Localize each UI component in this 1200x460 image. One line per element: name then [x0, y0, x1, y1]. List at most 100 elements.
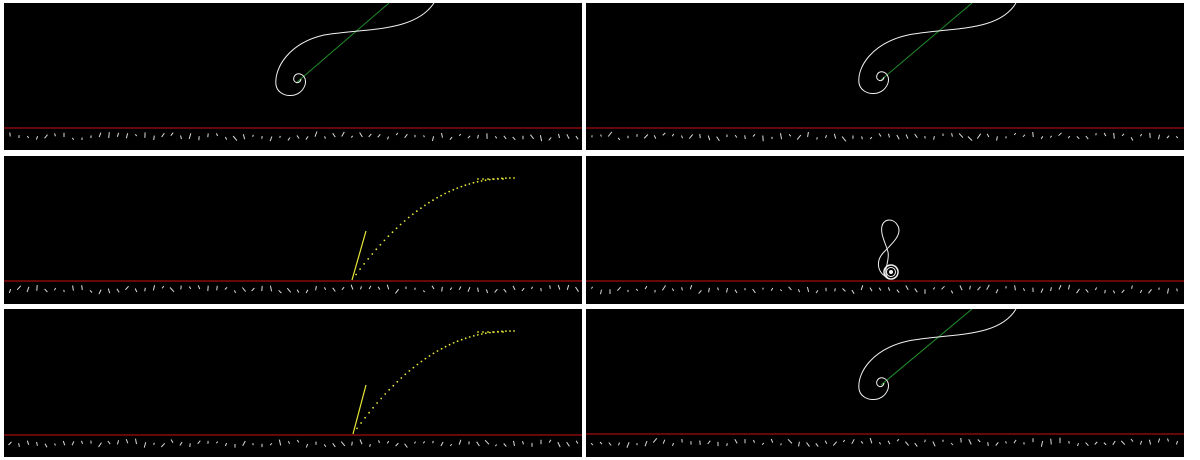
- ground-mark: [160, 442, 166, 448]
- ground-mark: [197, 440, 201, 445]
- trajectory-dot: [513, 177, 515, 179]
- trajectory-dot: [505, 177, 507, 179]
- panel-spiral-bottom-right: [586, 309, 1184, 457]
- ground-mark: [1085, 288, 1089, 293]
- ground-mark: [1068, 284, 1070, 290]
- trajectory-dot: [379, 243, 382, 246]
- trajectory-dot: [482, 178, 484, 180]
- ground-mark: [350, 135, 354, 138]
- ground-mark: [787, 438, 793, 444]
- ground-mark: [116, 132, 120, 137]
- trajectory-dot: [432, 199, 434, 202]
- ground-mark: [314, 131, 318, 137]
- trajectory-dot: [480, 333, 483, 335]
- ground-mark: [689, 284, 693, 290]
- ground-mark: [286, 287, 292, 293]
- ground-mark: [169, 287, 175, 293]
- ground-mark: [671, 133, 675, 137]
- ground-mark: [986, 133, 990, 138]
- ground-mark: [806, 442, 810, 447]
- trajectory-dot: [477, 178, 479, 180]
- ground-mark: [842, 288, 846, 292]
- ground-mark: [681, 287, 683, 291]
- ground-mark: [815, 443, 819, 447]
- trajectory-dot: [399, 223, 402, 226]
- ground-mark: [905, 441, 909, 446]
- ground-mark: [716, 136, 720, 142]
- ground-mark: [341, 131, 345, 137]
- ground-mark: [26, 440, 30, 445]
- ground-mark: [1158, 134, 1160, 140]
- spiral-scene: [586, 3, 1184, 142]
- ground-mark: [1104, 289, 1106, 294]
- ground-mark: [1130, 438, 1134, 442]
- ground-mark: [134, 288, 138, 293]
- ground-mark: [1076, 288, 1080, 294]
- trajectory-dot: [488, 178, 491, 181]
- ground-mark: [807, 131, 809, 137]
- ground-mark: [662, 132, 666, 136]
- trajectory-dot: [424, 204, 426, 207]
- ground-mark: [251, 287, 255, 292]
- ground-mark: [1058, 132, 1062, 137]
- ground-mark: [395, 288, 399, 294]
- ground-mark: [269, 442, 273, 446]
- trajectory-dot: [476, 334, 479, 336]
- ground-mark: [44, 443, 48, 448]
- coil-ring: [883, 264, 899, 280]
- ground-mark: [1158, 287, 1160, 291]
- ground-mark: [600, 134, 602, 137]
- ground-mark: [1040, 440, 1044, 447]
- trajectory-dot: [472, 335, 475, 337]
- ground-mark: [81, 440, 83, 444]
- ground-mark: [734, 438, 738, 444]
- ground-mark: [798, 441, 800, 447]
- ground-mark: [617, 286, 621, 292]
- trajectory-dot: [432, 352, 435, 355]
- ground-mark: [851, 289, 855, 294]
- ground-mark: [332, 132, 336, 138]
- guide-line: [880, 309, 973, 386]
- ground-mark: [905, 134, 909, 139]
- trajectory-dot: [428, 355, 431, 357]
- trajectory-dot: [444, 192, 446, 195]
- ground-mark: [495, 444, 497, 447]
- trajectory-dot: [468, 183, 471, 185]
- ground-mark: [1005, 441, 1007, 444]
- ground-mark: [170, 132, 174, 137]
- ground-mark: [688, 134, 694, 139]
- trajectory-dot: [460, 338, 463, 341]
- ground-mark: [369, 443, 371, 448]
- ground-mark: [179, 441, 183, 446]
- ground-mark: [188, 286, 192, 290]
- trajectory-dot: [360, 422, 362, 424]
- ground-mark: [215, 133, 219, 137]
- ground-mark: [558, 133, 560, 139]
- ground-mark: [1022, 134, 1026, 138]
- ground-mark: [252, 443, 254, 446]
- ground-mark: [878, 287, 882, 291]
- ground-mark: [98, 442, 102, 448]
- ground-mark: [1103, 132, 1107, 137]
- ground-mark: [590, 286, 594, 289]
- ground-mark: [762, 287, 764, 290]
- ground-marks: [590, 437, 1179, 448]
- ground-mark: [878, 441, 882, 445]
- ground-mark: [1148, 289, 1152, 294]
- ground-mark: [1085, 442, 1089, 447]
- ground-mark: [341, 286, 345, 291]
- ground-mark: [116, 440, 120, 445]
- trajectory-dot: [420, 360, 423, 363]
- ground-mark: [125, 439, 129, 444]
- ground-mark: [699, 134, 701, 139]
- ground-mark: [869, 136, 873, 140]
- trajectory-dot: [436, 350, 439, 352]
- trajectory-dot: [492, 331, 494, 333]
- trajectory-dot: [472, 181, 475, 184]
- ground-mark: [941, 285, 945, 290]
- trajectory-dot: [509, 330, 511, 332]
- trajectory-dot: [502, 178, 504, 180]
- ground-mark: [332, 287, 336, 292]
- ground-mark: [995, 442, 999, 446]
- spiral-scene: [4, 3, 582, 142]
